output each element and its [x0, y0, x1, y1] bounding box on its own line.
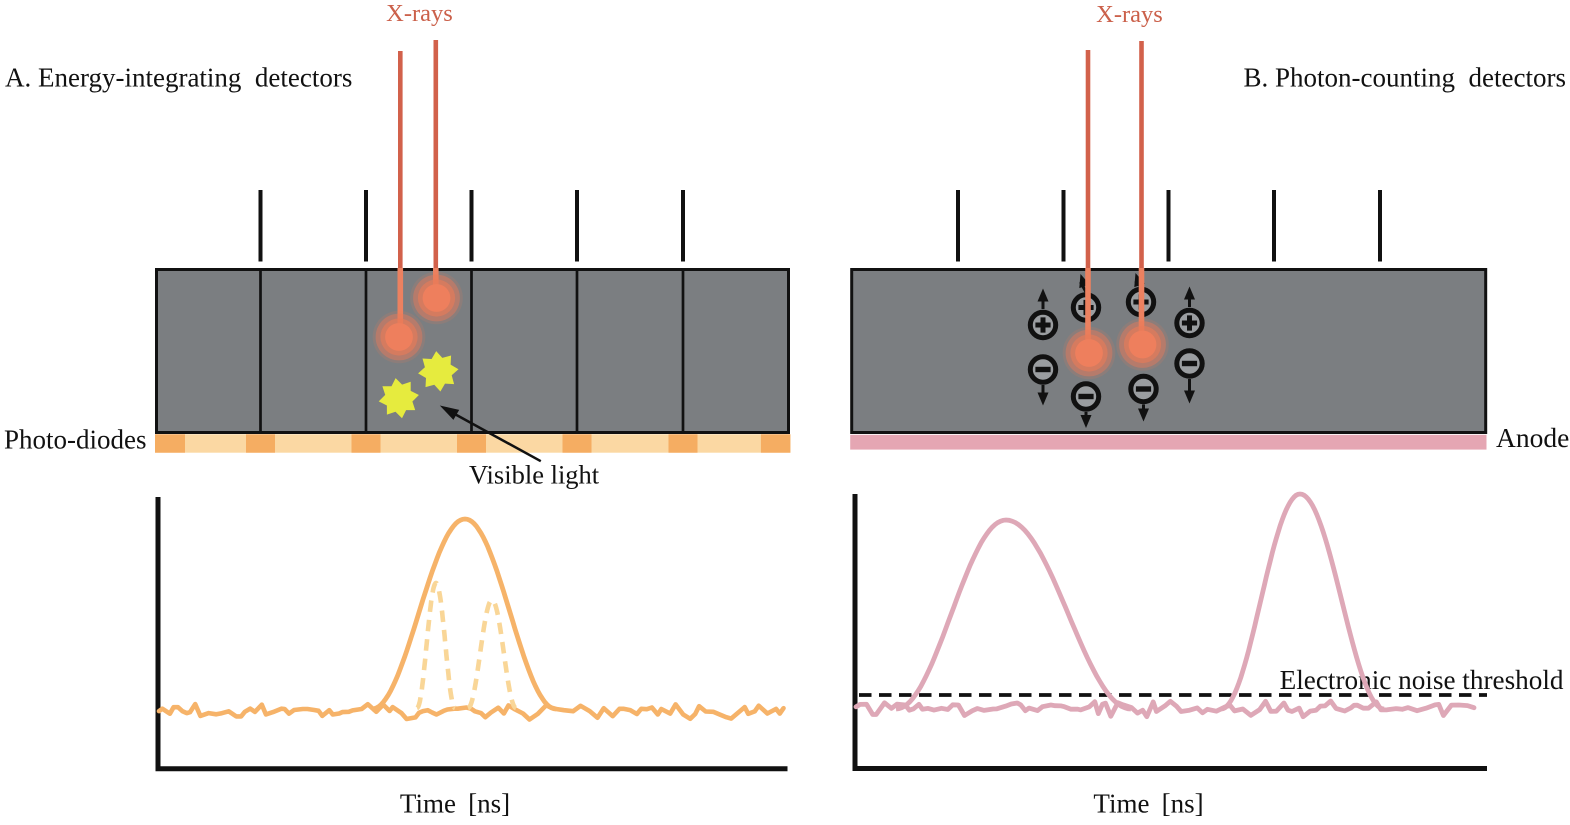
svg-text:Electronic noise threshold: Electronic noise threshold — [1280, 665, 1564, 695]
svg-text:X-rays: X-rays — [386, 0, 453, 27]
svg-text:A. Energy-integrating detecto: A. Energy-integrating detectors — [5, 63, 352, 93]
svg-text:Time [ns]: Time [ns] — [1093, 789, 1203, 819]
svg-text:X-rays: X-rays — [1096, 1, 1163, 28]
svg-text:Photo-diodes: Photo-diodes — [4, 424, 147, 454]
svg-text:B. Photon-counting detectors: B. Photon-counting detectors — [1244, 63, 1566, 93]
svg-text:Anode: Anode — [1496, 422, 1569, 453]
svg-text:Visible light: Visible light — [469, 460, 600, 490]
svg-text:Time [ns]: Time [ns] — [400, 789, 510, 819]
